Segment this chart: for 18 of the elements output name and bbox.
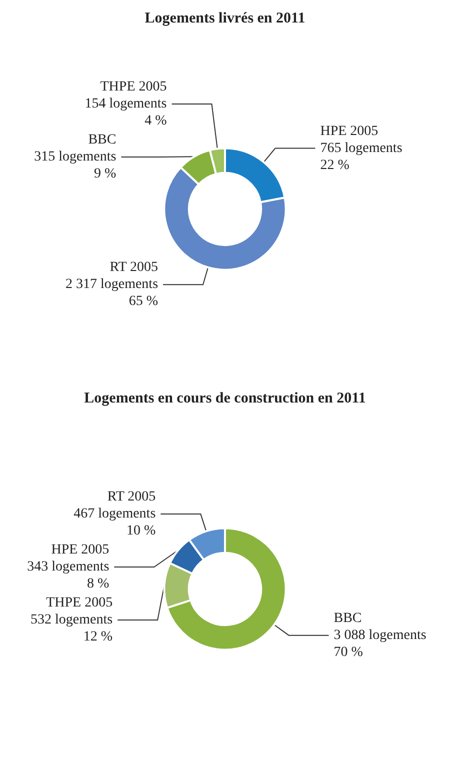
data-label: 467 logements 10 % [74, 506, 156, 539]
slice-label: HPE 2005 [51, 542, 110, 558]
slice-label: THPE 2005 [46, 596, 113, 611]
data-label: 315 logements 9 % [34, 150, 117, 182]
data-label: 532 logements 12 % [30, 612, 113, 645]
data-label: 154 logements 4 % [84, 96, 168, 129]
data-label: 765 logements 22 % [320, 140, 402, 173]
slice-label: BBC [334, 610, 362, 626]
chart-title: Logements livrés en 2011 [144, 10, 306, 26]
data-label: 343 logements 8 % [27, 560, 110, 592]
slice-label: HPE 2005 [320, 124, 378, 139]
slice-label: BBC [88, 132, 116, 148]
slice-label: RT 2005 [110, 260, 158, 276]
chart-title: Logements en cours de construction en 2011 [84, 390, 366, 406]
slice-label: THPE 2005 [100, 80, 167, 95]
slice-label: RT 2005 [107, 490, 156, 505]
data-label: 3 088 logements 70 % [334, 628, 426, 660]
data-label: 2 317 logements 65 % [65, 277, 158, 310]
